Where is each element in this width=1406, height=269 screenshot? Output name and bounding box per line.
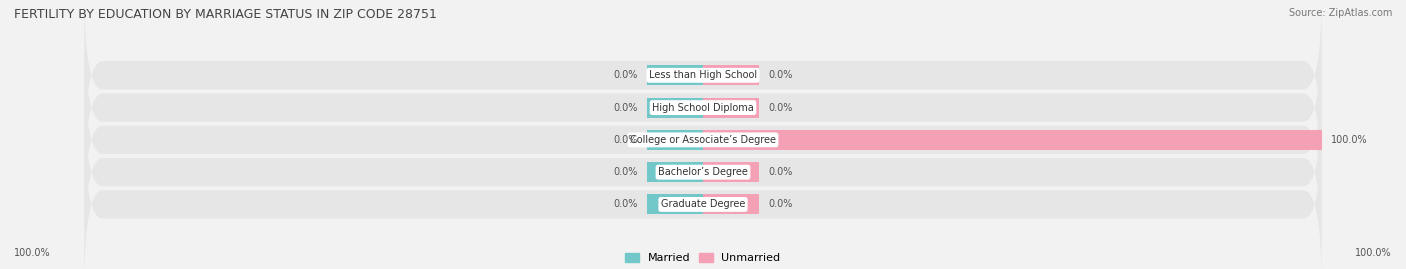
- FancyBboxPatch shape: [84, 122, 1322, 269]
- Text: 100.0%: 100.0%: [1331, 135, 1368, 145]
- Bar: [703, 130, 1322, 150]
- Bar: [647, 162, 703, 182]
- Text: 100.0%: 100.0%: [14, 248, 51, 258]
- Text: 0.0%: 0.0%: [613, 70, 638, 80]
- Text: High School Diploma: High School Diploma: [652, 102, 754, 113]
- Text: 0.0%: 0.0%: [768, 102, 793, 113]
- Text: 0.0%: 0.0%: [613, 135, 638, 145]
- Bar: [647, 65, 703, 85]
- Text: 0.0%: 0.0%: [768, 70, 793, 80]
- Text: Source: ZipAtlas.com: Source: ZipAtlas.com: [1288, 8, 1392, 18]
- Text: 0.0%: 0.0%: [613, 167, 638, 177]
- Bar: [703, 65, 759, 85]
- Text: College or Associate’s Degree: College or Associate’s Degree: [630, 135, 776, 145]
- Text: Less than High School: Less than High School: [650, 70, 756, 80]
- Bar: [703, 162, 759, 182]
- Text: Graduate Degree: Graduate Degree: [661, 199, 745, 210]
- FancyBboxPatch shape: [84, 57, 1322, 222]
- Text: 0.0%: 0.0%: [768, 199, 793, 210]
- Text: 100.0%: 100.0%: [1355, 248, 1392, 258]
- FancyBboxPatch shape: [84, 25, 1322, 190]
- Bar: [647, 130, 703, 150]
- Text: Bachelor’s Degree: Bachelor’s Degree: [658, 167, 748, 177]
- Text: FERTILITY BY EDUCATION BY MARRIAGE STATUS IN ZIP CODE 28751: FERTILITY BY EDUCATION BY MARRIAGE STATU…: [14, 8, 437, 21]
- Bar: [703, 98, 759, 118]
- Bar: [703, 194, 759, 214]
- Text: 0.0%: 0.0%: [613, 102, 638, 113]
- Bar: [647, 98, 703, 118]
- Bar: [647, 194, 703, 214]
- Text: 0.0%: 0.0%: [768, 167, 793, 177]
- FancyBboxPatch shape: [84, 90, 1322, 255]
- Text: 0.0%: 0.0%: [613, 199, 638, 210]
- Legend: Married, Unmarried: Married, Unmarried: [626, 253, 780, 263]
- FancyBboxPatch shape: [84, 0, 1322, 158]
